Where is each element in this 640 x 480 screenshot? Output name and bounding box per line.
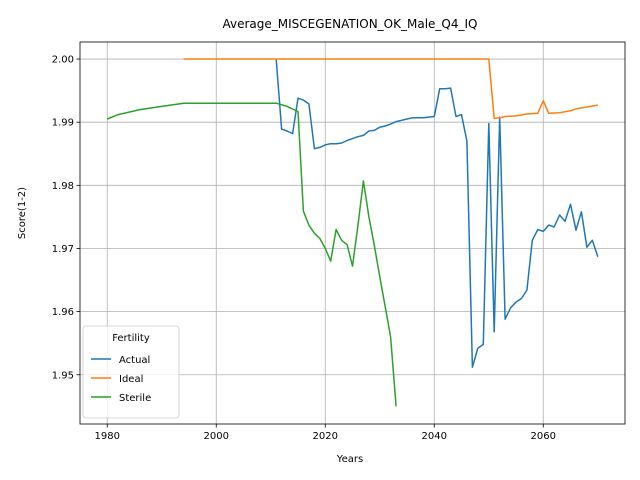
x-tick-label: 2060 [531,431,556,442]
x-axis-label: Years [336,454,363,465]
legend-label: Actual [119,355,150,366]
y-tick-label: 1.96 [52,307,74,318]
axis-ticks: 1980 2000 2020 2040 2060 1.95 1.96 1.97 1.98 1.99… [52,55,556,442]
y-tick-label: 1.98 [52,181,74,192]
y-tick-label: 1.97 [52,244,74,255]
x-tick-label: 2000 [204,431,229,442]
legend-box [82,325,180,419]
legend-label: Sterile [119,393,151,404]
y-tick-label: 1.95 [52,370,74,381]
legend-label: Ideal [119,374,143,385]
chart-title: Average_MISCEGENATION_OK_Male_Q4_IQ [223,17,478,31]
plot-frame [79,41,626,425]
legend-title: Fertility [112,333,150,344]
y-tick-label: 1.99 [52,118,74,129]
legend: Fertility Actual Ideal Sterile [82,325,180,419]
x-tick-label: 2020 [313,431,338,442]
x-tick-label: 1980 [95,431,120,442]
y-axis-label: Score(1-2) [17,187,28,239]
series-lines [107,58,599,407]
series-line-ideal [183,58,598,120]
y-tick-label: 2.00 [52,55,74,66]
series-line-sterile [107,102,397,407]
x-tick-label: 2040 [422,431,447,442]
series-line-actual [275,58,599,368]
